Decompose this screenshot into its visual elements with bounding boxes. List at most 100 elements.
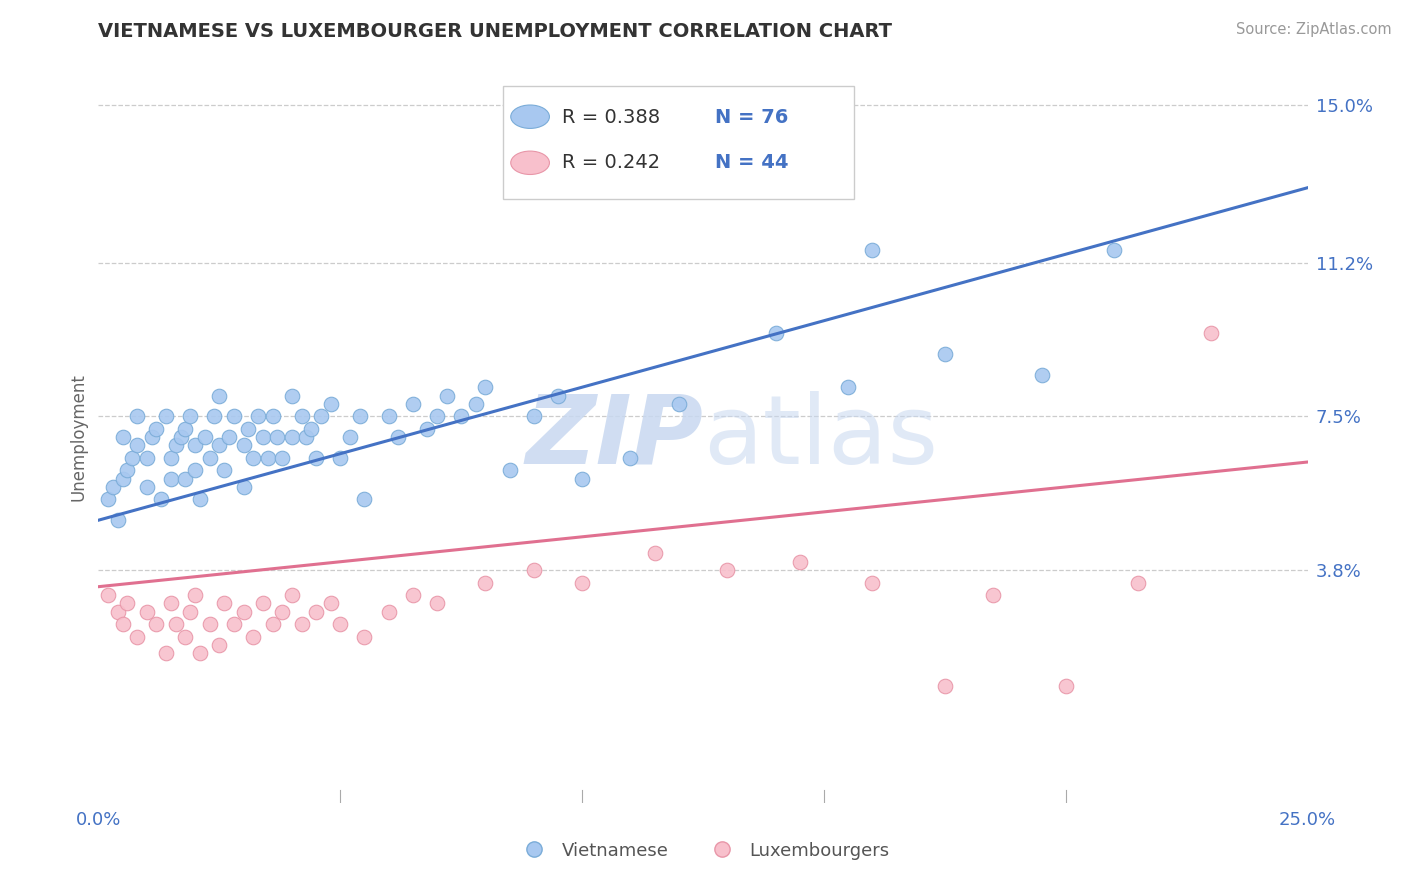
Point bbox=[232, 480, 254, 494]
Point bbox=[194, 430, 217, 444]
Point bbox=[238, 422, 260, 436]
Point bbox=[256, 450, 278, 465]
Point bbox=[208, 638, 231, 652]
Point bbox=[184, 588, 207, 602]
Point bbox=[198, 450, 221, 465]
Point bbox=[571, 575, 593, 590]
Point bbox=[117, 596, 139, 610]
Point bbox=[474, 575, 496, 590]
Point bbox=[141, 430, 163, 444]
Point bbox=[281, 388, 304, 402]
Point bbox=[262, 409, 284, 424]
Point bbox=[198, 617, 221, 632]
Point bbox=[329, 617, 352, 632]
Point bbox=[281, 430, 304, 444]
Point bbox=[135, 480, 157, 494]
Point bbox=[232, 438, 254, 452]
Point bbox=[523, 563, 546, 577]
Point bbox=[222, 409, 245, 424]
Point bbox=[155, 646, 177, 660]
Point bbox=[436, 388, 458, 402]
Point bbox=[145, 617, 167, 632]
Point bbox=[165, 438, 187, 452]
FancyBboxPatch shape bbox=[503, 86, 855, 200]
Legend: Vietnamese, Luxembourgers: Vietnamese, Luxembourgers bbox=[509, 835, 897, 867]
Point bbox=[349, 409, 371, 424]
Point bbox=[426, 596, 449, 610]
Point bbox=[1128, 575, 1150, 590]
Point bbox=[290, 617, 312, 632]
Text: ZIP: ZIP bbox=[524, 391, 703, 483]
Point bbox=[271, 450, 294, 465]
Point bbox=[135, 450, 157, 465]
Text: N = 76: N = 76 bbox=[716, 108, 789, 127]
Point bbox=[1031, 368, 1053, 382]
Point bbox=[188, 646, 211, 660]
Y-axis label: Unemployment: Unemployment bbox=[69, 373, 87, 501]
Point bbox=[305, 450, 328, 465]
Point bbox=[981, 588, 1004, 602]
Point bbox=[474, 380, 496, 394]
Point bbox=[266, 430, 288, 444]
Circle shape bbox=[510, 151, 550, 175]
Circle shape bbox=[510, 105, 550, 128]
Point bbox=[305, 605, 328, 619]
Point bbox=[155, 409, 177, 424]
Point bbox=[179, 409, 201, 424]
Point bbox=[547, 388, 569, 402]
Point bbox=[668, 397, 690, 411]
Point bbox=[169, 430, 191, 444]
Point bbox=[111, 472, 134, 486]
Point bbox=[644, 546, 666, 560]
Point bbox=[353, 630, 375, 644]
Point bbox=[174, 422, 197, 436]
Point bbox=[218, 430, 240, 444]
Point bbox=[107, 513, 129, 527]
Text: VIETNAMESE VS LUXEMBOURGER UNEMPLOYMENT CORRELATION CHART: VIETNAMESE VS LUXEMBOURGER UNEMPLOYMENT … bbox=[98, 22, 893, 41]
Point bbox=[121, 450, 143, 465]
Point bbox=[387, 430, 409, 444]
Point bbox=[464, 397, 486, 411]
Point bbox=[107, 605, 129, 619]
Point bbox=[111, 430, 134, 444]
Point bbox=[416, 422, 439, 436]
Point bbox=[271, 605, 294, 619]
Point bbox=[571, 472, 593, 486]
Point bbox=[242, 450, 264, 465]
Point bbox=[339, 430, 361, 444]
Text: N = 44: N = 44 bbox=[716, 153, 789, 172]
Point bbox=[212, 596, 235, 610]
Text: R = 0.242: R = 0.242 bbox=[561, 153, 659, 172]
Point bbox=[619, 450, 641, 465]
Point bbox=[127, 630, 149, 644]
Point bbox=[101, 480, 124, 494]
Point bbox=[319, 397, 342, 411]
Point bbox=[290, 409, 312, 424]
Point bbox=[498, 463, 520, 477]
Point bbox=[523, 409, 546, 424]
Point bbox=[135, 605, 157, 619]
Point bbox=[716, 563, 738, 577]
Point bbox=[179, 605, 201, 619]
Point bbox=[188, 492, 211, 507]
Point bbox=[295, 430, 318, 444]
Point bbox=[1102, 243, 1125, 257]
Point bbox=[117, 463, 139, 477]
Point bbox=[160, 472, 183, 486]
Point bbox=[252, 596, 274, 610]
Point bbox=[837, 380, 859, 394]
Point bbox=[765, 326, 787, 341]
Point bbox=[174, 630, 197, 644]
Point bbox=[262, 617, 284, 632]
Point bbox=[281, 588, 304, 602]
Point bbox=[309, 409, 332, 424]
Point bbox=[247, 409, 270, 424]
Point bbox=[184, 463, 207, 477]
Point bbox=[150, 492, 173, 507]
Point bbox=[232, 605, 254, 619]
Text: R = 0.388: R = 0.388 bbox=[561, 108, 659, 127]
Point bbox=[319, 596, 342, 610]
Point bbox=[208, 388, 231, 402]
Point bbox=[426, 409, 449, 424]
Point bbox=[97, 588, 120, 602]
